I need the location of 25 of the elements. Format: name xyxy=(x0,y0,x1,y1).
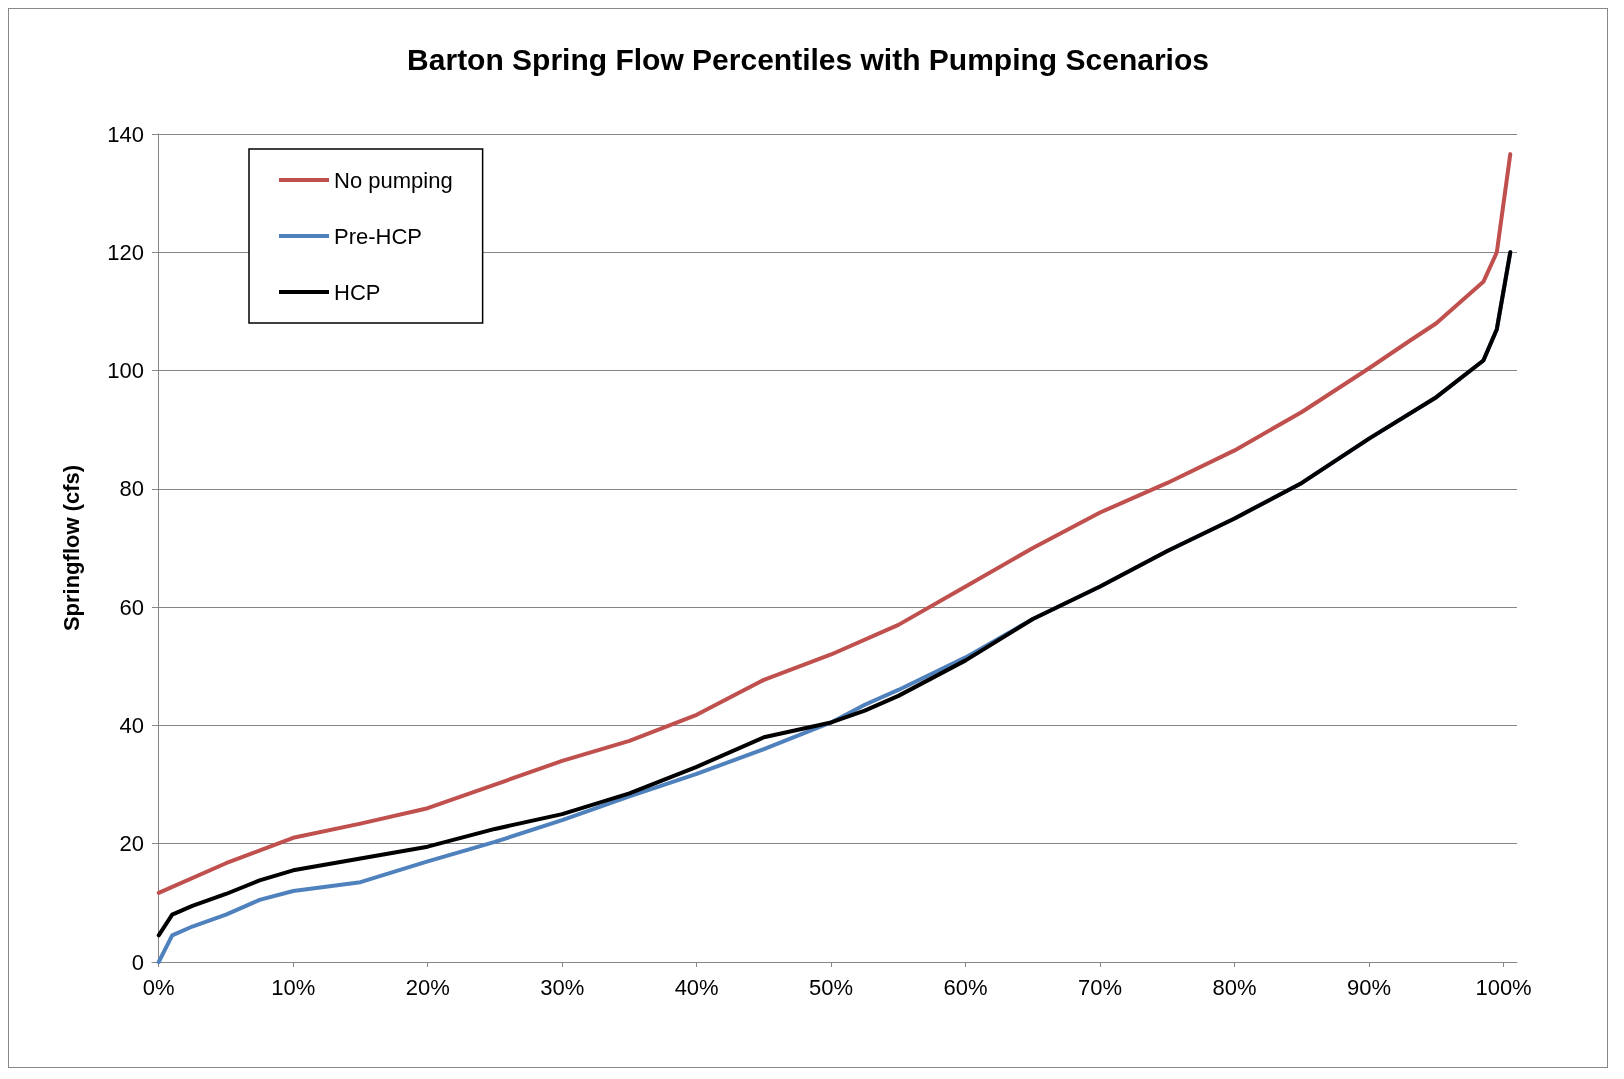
x-tick-label: 50% xyxy=(809,974,854,1000)
y-tick-label: 20 xyxy=(119,831,144,857)
y-tick-label: 120 xyxy=(107,239,144,265)
x-tick-label: 90% xyxy=(1347,974,1392,1000)
x-tick-label: 40% xyxy=(674,974,719,1000)
x-tick-label: 100% xyxy=(1475,974,1532,1000)
y-tick-label: 140 xyxy=(107,121,144,147)
x-tick-label: 30% xyxy=(540,974,585,1000)
x-tick-label: 60% xyxy=(943,974,988,1000)
y-tick-label: 60 xyxy=(119,594,144,620)
x-tick-label: 70% xyxy=(1078,974,1123,1000)
legend-label: Pre-HCP xyxy=(334,223,423,249)
chart-title: Barton Spring Flow Percentiles with Pumping Scenarios xyxy=(407,42,1209,76)
x-tick-label: 20% xyxy=(405,974,450,1000)
y-axis-title: Springflow (cfs) xyxy=(58,464,84,632)
x-tick-label: 0% xyxy=(142,974,175,1000)
line-series xyxy=(156,152,1513,895)
x-tick-label: 80% xyxy=(1212,974,1257,1000)
y-tick-label: 80 xyxy=(119,476,144,502)
y-tick-label: 40 xyxy=(119,712,144,738)
legend-label: No pumping xyxy=(334,167,453,193)
x-tick-label: 10% xyxy=(271,974,316,1000)
legend-label: HCP xyxy=(334,279,381,305)
y-tick-label: 0 xyxy=(131,949,144,975)
y-tick-label: 100 xyxy=(107,358,144,384)
